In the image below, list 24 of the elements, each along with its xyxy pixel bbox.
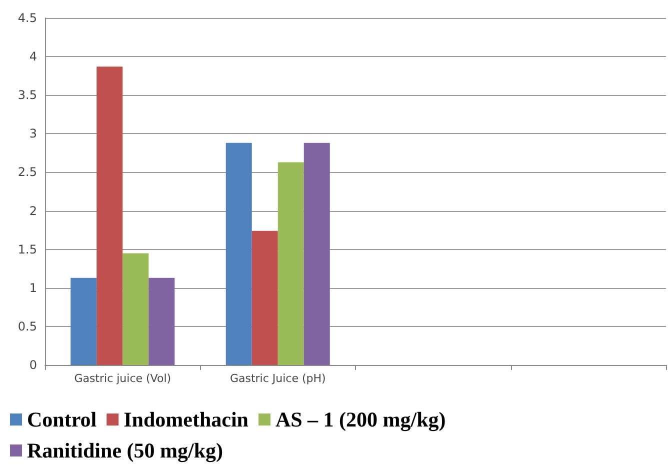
x-tick-label: Gastric juice (Vol) [74,372,172,385]
y-tick-label: 1 [29,280,37,295]
legend-label: Indomethacin [124,408,249,432]
bar [278,162,304,365]
bar [226,142,252,365]
bar [148,278,175,365]
y-tick-label: 3.5 [18,88,37,102]
x-tick-label: Gastric Juice (pH) [230,372,326,385]
y-tick-label: 2 [29,204,37,218]
y-tick-label: 3 [29,126,37,141]
bar [96,66,123,365]
y-tick-label: 0.5 [18,319,37,334]
y-tick-label: 1.5 [18,242,37,256]
y-tick-label: 4.5 [18,11,37,25]
bar [122,253,149,365]
y-tick-label: 4 [29,50,37,64]
legend-label: Ranitidine (50 mg/kg) [27,438,224,462]
bar [304,142,330,365]
legend-label: Control [27,408,97,432]
bar [70,278,97,365]
y-tick-label: 0 [29,358,37,372]
bar [252,230,278,365]
legend-label: AS – 1 (200 mg/kg) [275,408,446,432]
y-tick-label: 2.5 [18,165,37,180]
